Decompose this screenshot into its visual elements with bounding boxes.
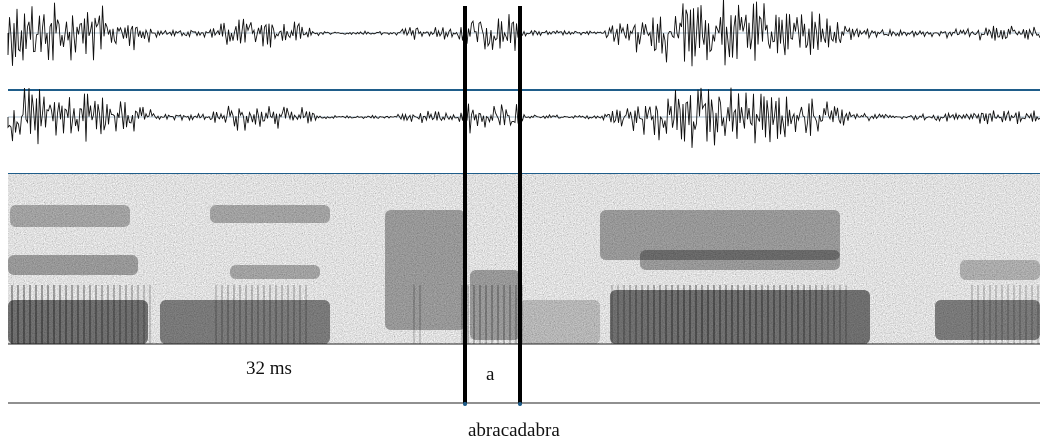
waveform-trace-1 — [7, 0, 1040, 67]
spectrogram-formant-band — [210, 205, 330, 223]
spectrogram-formant-band — [470, 270, 520, 340]
segment-label[interactable]: a — [486, 364, 495, 385]
spectrogram-formant-band — [640, 250, 840, 270]
spectrogram-formant-band — [8, 300, 148, 344]
waveform-channel-2 — [7, 87, 1040, 148]
spectrogram-formant-band — [10, 205, 130, 227]
spectrogram-formant-band — [600, 210, 840, 260]
duration-label: 32 ms — [246, 358, 292, 379]
waveform-channel-1 — [7, 0, 1040, 67]
spectrogram-formant-band — [935, 300, 1040, 340]
spectrogram[interactable] — [8, 174, 1040, 344]
spectrogram-formant-band — [8, 255, 138, 275]
spectrogram-formant-band — [610, 290, 870, 344]
spectrogram-formant-band — [385, 210, 465, 330]
boundary-handle-left[interactable] — [463, 402, 467, 406]
spectrogram-formant-band — [160, 300, 330, 344]
word-label[interactable]: abracadabra — [468, 420, 560, 441]
segment-selection[interactable] — [463, 6, 522, 406]
boundary-handle-right[interactable] — [518, 402, 522, 406]
spectrogram-energy — [8, 205, 1040, 344]
spectrogram-formant-band — [230, 265, 320, 279]
spectrogram-formant-band — [520, 300, 600, 344]
waveform-trace-2 — [7, 87, 1040, 148]
spectrogram-formant-band — [960, 260, 1040, 280]
